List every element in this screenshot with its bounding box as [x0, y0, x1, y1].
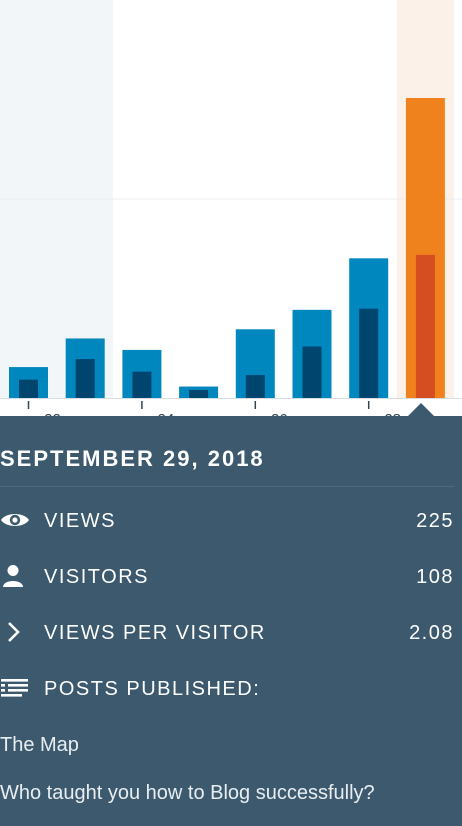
posts-published-row: POSTS PUBLISHED: — [0, 668, 462, 708]
views-per-visitor-value: 2.08 — [409, 622, 454, 644]
views-per-visitor-label: VIEWS PER VISITOR — [44, 622, 266, 644]
visitors-bar[interactable] — [189, 389, 209, 398]
visitors-bar[interactable] — [415, 254, 435, 398]
eye-icon — [1, 514, 29, 526]
x-tick-label: 24 — [158, 411, 175, 416]
views-value: 225 — [416, 510, 454, 532]
visitors-bar[interactable] — [359, 308, 379, 398]
visitors-value: 108 — [416, 566, 454, 588]
panel-divider — [0, 486, 454, 487]
person-icon — [3, 565, 23, 587]
x-tick-label: 26 — [271, 411, 288, 416]
views-row: VIEWS 225 — [0, 500, 462, 540]
visitors-row: VISITORS 108 — [0, 556, 462, 596]
posts-icon — [1, 679, 28, 697]
stats-bar-chart: 22 24 26 28 — [0, 0, 462, 416]
chevron-right-icon — [8, 622, 20, 642]
day-detail-panel: SEPTEMBER 29, 2018 VIEWS 225 VISITORS 10… — [0, 416, 462, 826]
x-tick-label: 22 — [44, 411, 61, 416]
posts-published-label: POSTS PUBLISHED: — [44, 678, 261, 700]
views-label: VIEWS — [44, 510, 116, 532]
visitors-bar[interactable] — [302, 346, 322, 398]
visitors-bar[interactable] — [75, 359, 95, 398]
x-tick-label: 28 — [384, 411, 401, 416]
text-fade — [402, 778, 462, 812]
post-link-blog-successfully[interactable]: Who taught you how to Blog successfully? — [0, 782, 375, 804]
views-per-visitor-row: VIEWS PER VISITOR 2.08 — [0, 612, 462, 652]
visitors-bar[interactable] — [19, 379, 38, 398]
chart-svg: 22 24 26 28 — [0, 0, 462, 416]
selected-date: SEPTEMBER 29, 2018 — [0, 446, 265, 471]
tooltip-pointer — [408, 403, 434, 416]
post-link-the-map[interactable]: The Map — [0, 734, 79, 756]
visitors-label: VISITORS — [44, 566, 149, 588]
visitors-bar[interactable] — [132, 371, 152, 398]
visitors-bar[interactable] — [245, 375, 265, 398]
